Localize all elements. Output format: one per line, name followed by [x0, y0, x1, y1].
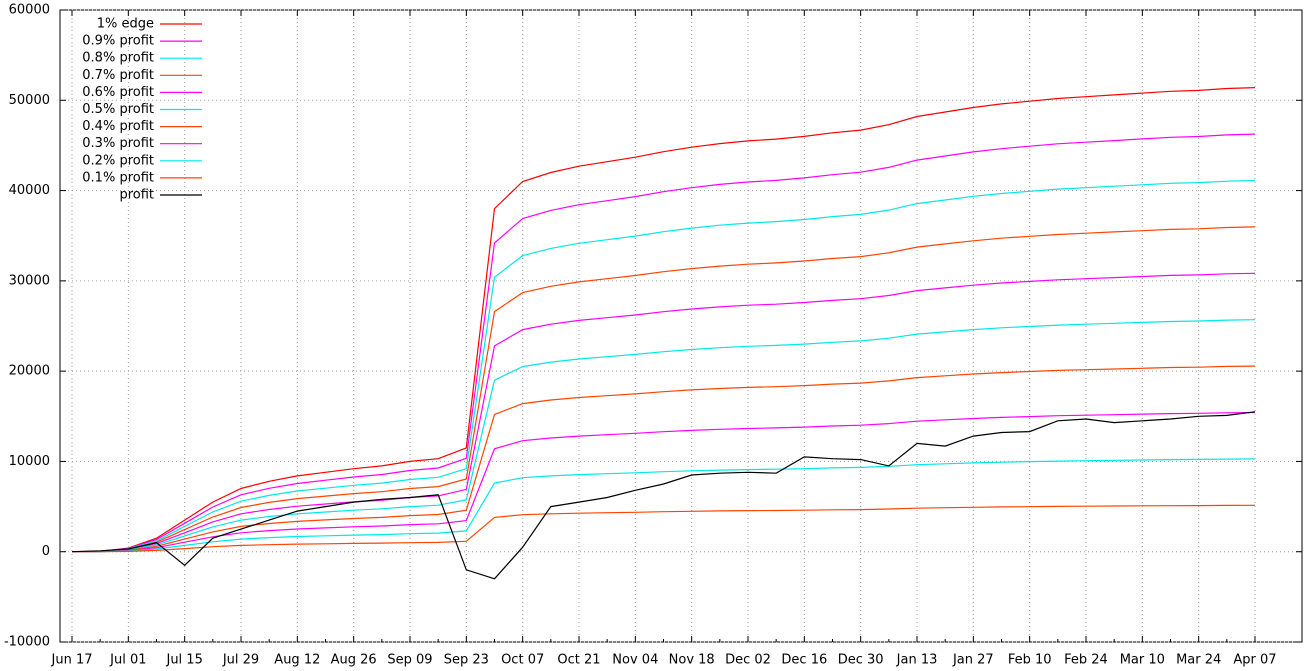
series-line	[71, 458, 1256, 553]
series-line	[71, 179, 1256, 553]
y-tick-label: 20000	[9, 364, 50, 379]
y-tick-label: -10000	[4, 635, 50, 650]
x-tick-label: Oct 21	[557, 653, 600, 668]
x-tick-label: Sep 23	[444, 653, 489, 668]
y-tick-label: 50000	[9, 93, 50, 108]
x-tick-label: Dec 30	[838, 653, 884, 668]
x-tick-label: Jan 27	[952, 653, 994, 668]
series-line	[71, 133, 1256, 553]
y-tick-label: 10000	[9, 454, 50, 469]
legend-label: 0.9% profit	[82, 34, 154, 49]
x-tick-label: Sep 09	[387, 653, 432, 668]
legend-label: 0.6% profit	[82, 85, 154, 100]
legend-label: 0.2% profit	[82, 153, 154, 168]
legend-label: 0.4% profit	[82, 119, 154, 134]
series-line	[71, 411, 1256, 580]
series-line	[72, 504, 1256, 553]
x-tick-label: Dec 16	[781, 653, 827, 668]
lines	[71, 87, 1256, 580]
series-line	[71, 319, 1256, 553]
x-tick-label: Feb 24	[1064, 653, 1108, 668]
x-tick-label: Feb 10	[1008, 653, 1052, 668]
series-line	[71, 411, 1256, 553]
grid: -10000 0 10000 20000 30000 40000 50000 60000 Jun…	[4, 3, 1302, 668]
x-tick-label: Aug 12	[274, 653, 320, 668]
legend-label: 0.8% profit	[82, 51, 154, 66]
x-tick-label: Jul 01	[109, 653, 146, 668]
x-tick-label: Aug 26	[331, 653, 377, 668]
x-tick-label: Jun 17	[51, 653, 93, 668]
plot-frame	[59, 9, 1303, 643]
series-line	[71, 226, 1256, 553]
x-tick-label: Nov 18	[669, 653, 715, 668]
x-tick-label: Mar 10	[1120, 653, 1165, 668]
x-tick-label: Apr 07	[1233, 653, 1276, 668]
legend: 1% edge 0.9% profit 0.8% profit 0.7% profit…	[82, 17, 202, 203]
legend-label: profit	[119, 188, 154, 203]
x-tick-label: Jan 13	[896, 653, 938, 668]
series-line	[71, 365, 1256, 553]
x-tick-label: Dec 02	[725, 653, 771, 668]
x-tick-label: Nov 04	[612, 653, 658, 668]
legend-label: 0.5% profit	[82, 102, 154, 117]
x-tick-label: Mar 24	[1176, 653, 1221, 668]
y-tick-label: 0	[42, 544, 50, 559]
legend-label: 0.1% profit	[82, 170, 154, 185]
legend-label: 1% edge	[97, 17, 154, 32]
x-tick-label: Jul 29	[222, 653, 259, 668]
series-line	[71, 87, 1256, 553]
series-line	[71, 272, 1256, 553]
legend-label: 0.7% profit	[82, 68, 154, 83]
y-tick-label: 30000	[9, 273, 50, 288]
x-tick-label: Oct 07	[501, 653, 544, 668]
legend-label: 0.3% profit	[82, 136, 154, 151]
y-tick-label: 40000	[9, 183, 50, 198]
y-tick-label: 60000	[9, 3, 50, 18]
x-tick-label: Jul 15	[165, 653, 202, 668]
